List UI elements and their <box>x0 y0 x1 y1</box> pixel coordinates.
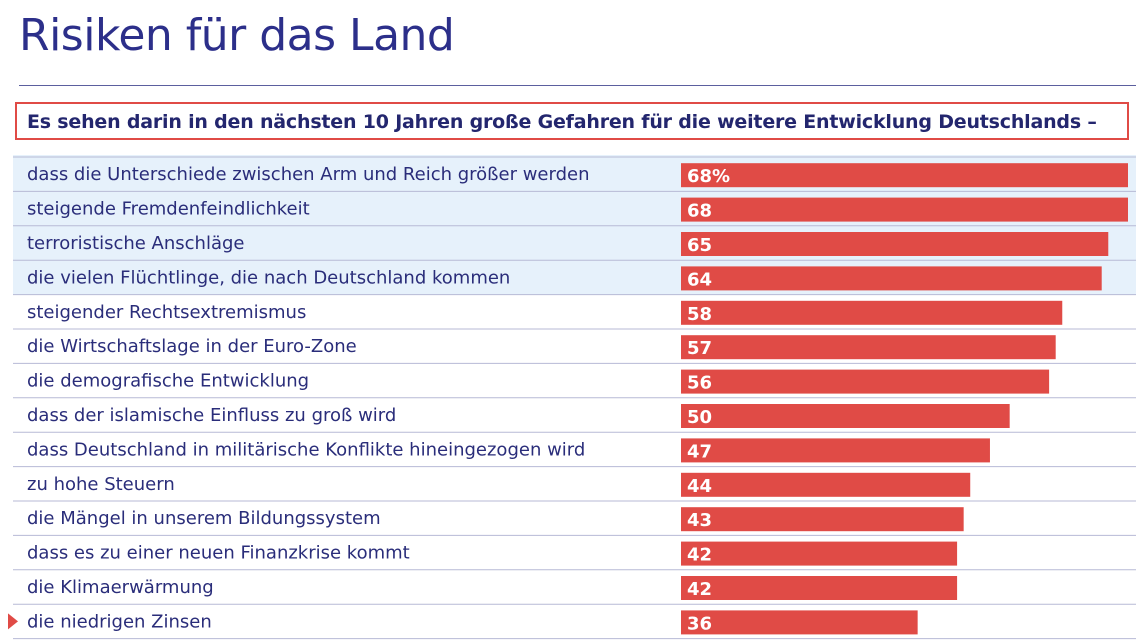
category-label: dass es zu einer neuen Finanzkrise kommt <box>27 543 410 564</box>
value-label: 57 <box>687 338 712 359</box>
category-label: die vielen Flüchtlinge, die nach Deutsch… <box>27 267 510 288</box>
bar <box>681 369 1050 394</box>
category-label: die Mängel in unserem Bildungssystem <box>27 508 381 529</box>
value-label: 36 <box>687 613 712 634</box>
bar <box>681 576 958 600</box>
title-divider <box>19 85 1136 86</box>
bar <box>681 300 1063 325</box>
chart-subtitle: Es sehen darin in den nächsten 10 Jahren… <box>27 111 1097 133</box>
bar <box>681 197 1128 222</box>
category-label: die Klimaerwärmung <box>27 577 214 598</box>
bar <box>681 404 1010 428</box>
value-label: 58 <box>687 304 712 325</box>
value-label: 56 <box>687 373 712 394</box>
row-marker-icon <box>8 613 18 630</box>
category-label: terroristische Anschläge <box>27 233 245 254</box>
value-label: 43 <box>687 510 712 531</box>
value-label: 68% <box>687 166 730 187</box>
value-label: 47 <box>687 441 712 462</box>
value-label: 44 <box>687 476 712 497</box>
bar <box>681 541 958 566</box>
category-label: die niedrigen Zinsen <box>27 611 212 632</box>
category-label: steigende Fremdenfeindlichkeit <box>27 199 310 220</box>
value-label: 65 <box>687 235 712 256</box>
bar <box>681 507 964 532</box>
bar <box>681 232 1109 256</box>
category-label: die Wirtschaftslage in der Euro-Zone <box>27 336 357 357</box>
bar <box>681 610 918 635</box>
chart-title: Risiken für das Land <box>19 10 455 61</box>
value-label: 42 <box>687 579 712 600</box>
category-label: zu hohe Steuern <box>27 474 175 495</box>
category-label: dass der islamische Einfluss zu groß wir… <box>27 405 396 426</box>
value-label: 64 <box>687 269 712 290</box>
subtitle-box: Es sehen darin in den nächsten 10 Jahren… <box>15 102 1129 140</box>
category-label: dass die Unterschiede zwischen Arm und R… <box>27 164 590 185</box>
category-label: dass Deutschland in militärische Konflik… <box>27 439 585 460</box>
bar <box>681 438 990 463</box>
bar <box>681 163 1128 188</box>
bar <box>681 335 1056 360</box>
value-label: 68 <box>687 201 712 222</box>
category-label: die demografische Entwicklung <box>27 371 309 392</box>
category-label: steigender Rechtsextremismus <box>27 302 306 323</box>
value-label: 42 <box>687 545 712 566</box>
bar <box>681 472 971 497</box>
value-label: 50 <box>687 407 712 428</box>
bar <box>681 266 1102 291</box>
